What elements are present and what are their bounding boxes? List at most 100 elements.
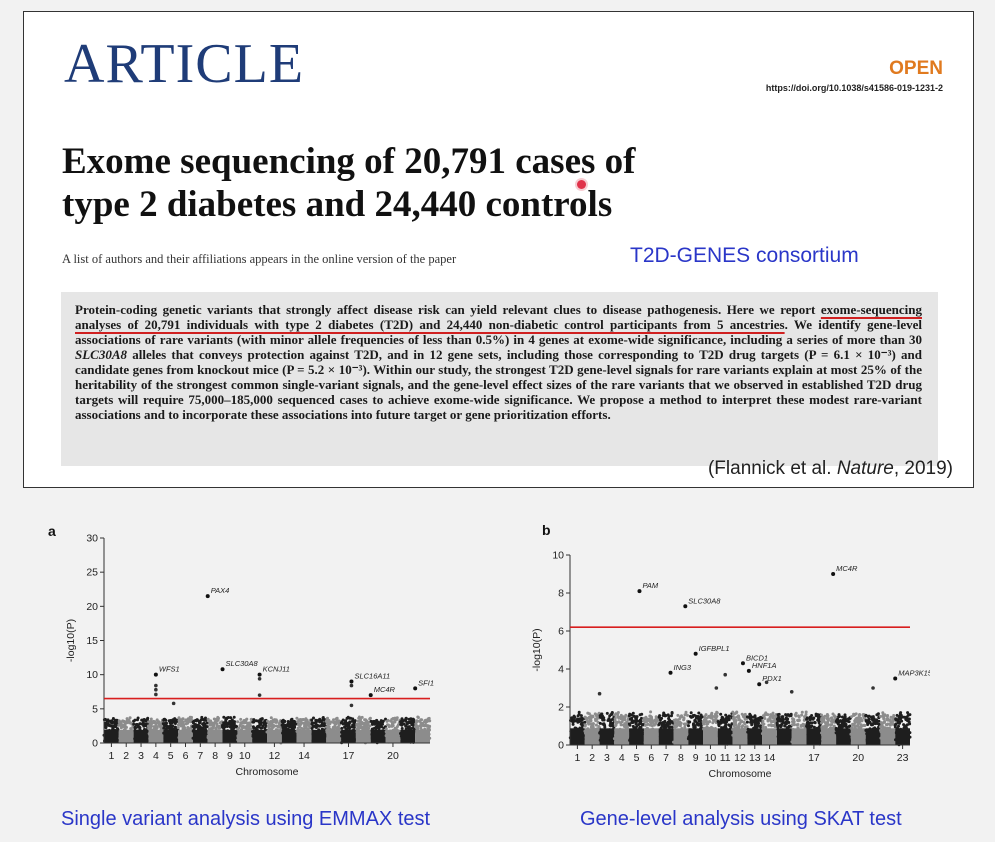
data-point bbox=[617, 720, 621, 724]
data-point bbox=[380, 725, 383, 729]
data-point bbox=[236, 720, 240, 724]
data-point bbox=[820, 726, 824, 729]
data-point bbox=[158, 723, 162, 726]
data-point bbox=[594, 723, 598, 727]
data-point bbox=[117, 720, 121, 724]
data-point bbox=[147, 727, 151, 731]
gene-point bbox=[153, 672, 158, 677]
data-point bbox=[344, 727, 348, 731]
data-point bbox=[427, 726, 431, 730]
data-point bbox=[639, 722, 643, 726]
data-point bbox=[292, 720, 296, 724]
data-point bbox=[206, 717, 210, 721]
data-point bbox=[825, 713, 829, 716]
data-point bbox=[154, 721, 158, 725]
data-point bbox=[122, 725, 126, 729]
chromosome-block bbox=[326, 729, 342, 743]
data-point bbox=[678, 724, 682, 728]
x-tick-label: 12 bbox=[269, 750, 281, 762]
gene-point bbox=[831, 572, 836, 576]
data-point bbox=[112, 720, 116, 724]
data-point bbox=[254, 719, 258, 723]
data-point bbox=[682, 722, 686, 726]
x-tick-label: 9 bbox=[693, 752, 699, 764]
data-point bbox=[374, 726, 378, 730]
data-point bbox=[332, 718, 335, 722]
chromosome-block bbox=[178, 729, 193, 743]
article-title-line-1: Exome sequencing of 20,791 cases of bbox=[62, 141, 636, 182]
data-point bbox=[368, 724, 372, 728]
data-point bbox=[602, 716, 606, 720]
data-point bbox=[299, 721, 303, 725]
gene-point bbox=[205, 594, 210, 599]
data-point bbox=[843, 715, 847, 719]
data-point bbox=[141, 723, 145, 726]
data-point bbox=[151, 720, 155, 724]
data-point bbox=[364, 725, 368, 729]
data-point bbox=[789, 712, 793, 716]
data-point bbox=[251, 720, 255, 724]
data-point bbox=[633, 714, 636, 718]
data-point bbox=[171, 724, 175, 728]
data-point bbox=[866, 723, 870, 726]
data-point bbox=[816, 718, 820, 722]
gene-point bbox=[683, 604, 688, 609]
data-point bbox=[203, 718, 207, 722]
data-point bbox=[583, 723, 587, 727]
data-point bbox=[648, 714, 652, 718]
data-point bbox=[424, 720, 428, 724]
data-point bbox=[897, 724, 900, 728]
data-point bbox=[333, 723, 337, 727]
x-tick-label: 5 bbox=[168, 750, 174, 762]
authors-note: A list of authors and their affiliations… bbox=[62, 252, 457, 266]
data-point bbox=[633, 719, 637, 723]
data-point bbox=[810, 721, 814, 725]
data-point bbox=[578, 717, 582, 721]
data-point bbox=[891, 720, 895, 723]
data-point bbox=[186, 726, 190, 729]
data-point bbox=[697, 719, 701, 723]
data-point bbox=[589, 719, 593, 723]
data-point bbox=[848, 724, 852, 728]
citation-prefix: (Flannick et al. bbox=[707, 458, 837, 479]
chromosome-block bbox=[296, 729, 312, 743]
data-point bbox=[768, 716, 772, 720]
data-point bbox=[364, 721, 368, 725]
abstract-box: Protein-coding genetic variants that str… bbox=[61, 292, 938, 466]
data-point bbox=[274, 724, 278, 728]
data-point bbox=[200, 715, 204, 719]
data-point bbox=[605, 711, 609, 715]
data-point bbox=[404, 719, 408, 723]
citation: (Flannick et al. Nature, 2019) bbox=[708, 458, 953, 480]
data-point bbox=[642, 719, 646, 723]
data-point bbox=[786, 713, 790, 717]
data-point bbox=[657, 715, 661, 719]
data-point bbox=[823, 725, 827, 729]
gene-point bbox=[668, 670, 673, 675]
data-point bbox=[645, 720, 649, 723]
y-tick-label: 0 bbox=[92, 738, 98, 750]
gene-point bbox=[637, 589, 642, 594]
data-point bbox=[864, 714, 868, 718]
abstract-part-2: . We identify gene-level associations of… bbox=[75, 317, 922, 347]
y-axis-label: -log10(P) bbox=[531, 628, 543, 671]
data-point bbox=[614, 720, 617, 724]
data-point bbox=[724, 723, 728, 727]
data-point bbox=[640, 716, 643, 720]
data-point bbox=[837, 722, 840, 726]
data-point bbox=[576, 717, 579, 721]
data-point bbox=[260, 726, 264, 730]
data-point bbox=[616, 711, 620, 714]
doi-link[interactable]: https://doi.org/10.1038/s41586-019-1231-… bbox=[765, 83, 943, 93]
data-point bbox=[790, 723, 794, 727]
data-point bbox=[295, 716, 299, 720]
x-tick-label: 6 bbox=[183, 750, 189, 762]
data-point bbox=[399, 722, 403, 726]
data-point bbox=[731, 710, 735, 714]
chromosome-block bbox=[599, 728, 615, 745]
gene-label: KCNJ11 bbox=[263, 665, 290, 674]
data-point bbox=[212, 726, 215, 730]
data-point bbox=[159, 726, 163, 730]
data-point bbox=[643, 723, 647, 727]
chromosome-block bbox=[762, 728, 777, 745]
